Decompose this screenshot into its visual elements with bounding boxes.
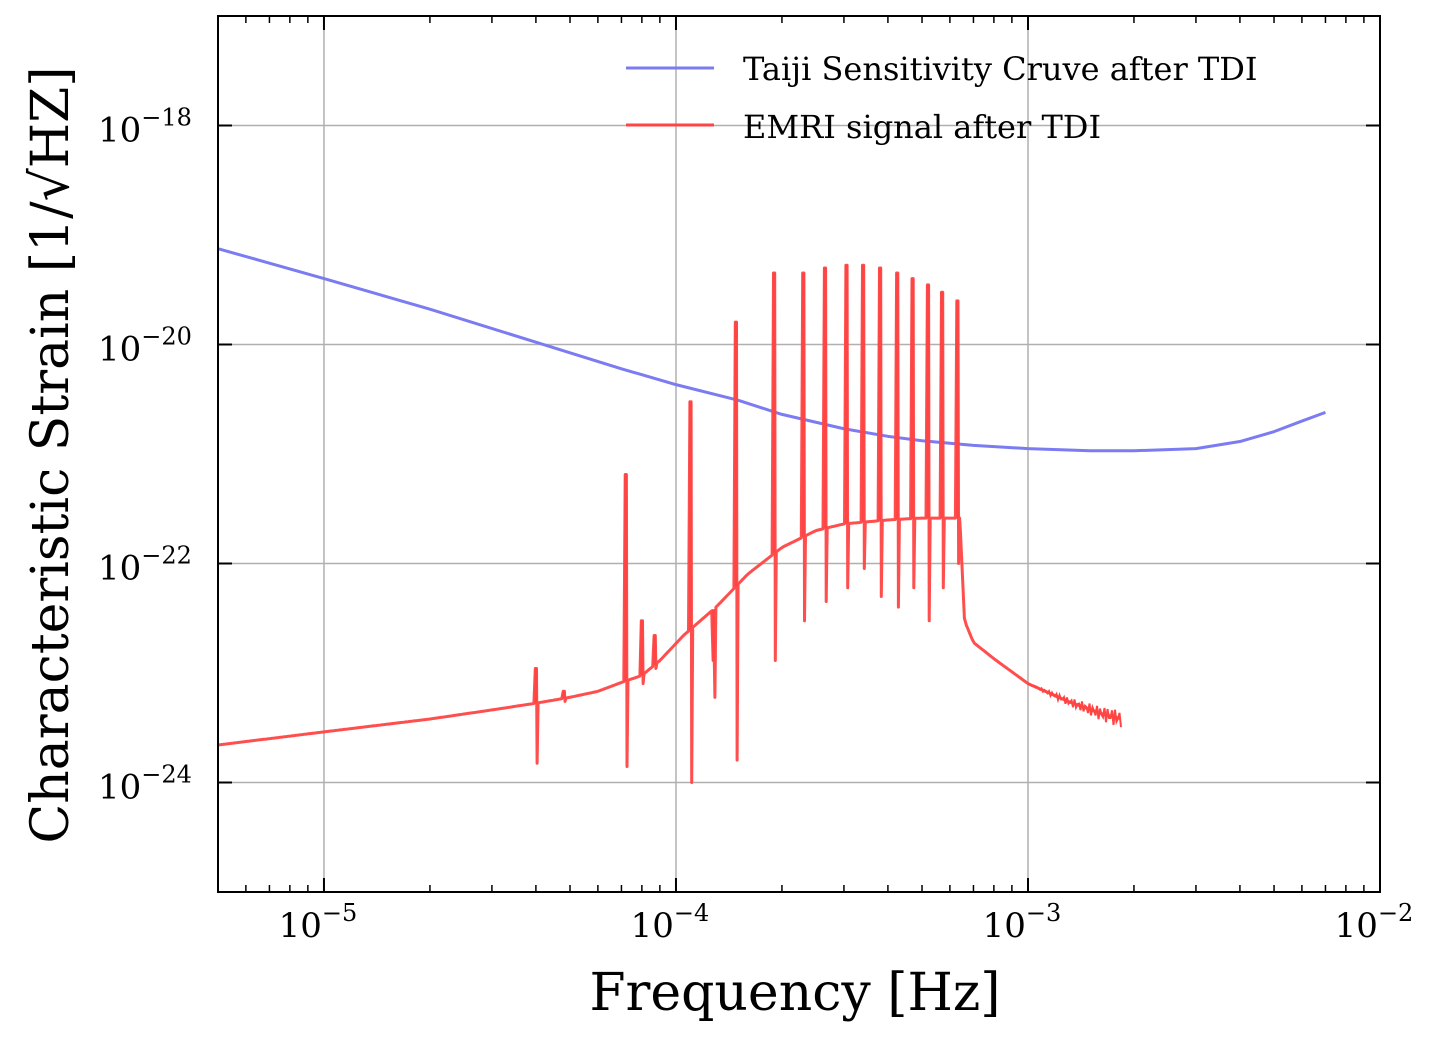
grid-lines xyxy=(218,16,1380,892)
x-tick-label: 10−4 xyxy=(631,899,710,946)
x-tick-label: 10−5 xyxy=(279,899,358,946)
legend-label-emri: EMRI signal after TDI xyxy=(743,108,1101,146)
y-tick-label: 10−18 xyxy=(98,104,192,151)
x-axis-title: Frequency [Hz] xyxy=(589,963,1000,1023)
legend-label-taiji: Taiji Sensitivity Cruve after TDI xyxy=(743,50,1258,88)
axis-ticks xyxy=(218,16,1381,892)
x-tick-label: 10−2 xyxy=(1335,899,1414,946)
series-taiji-line xyxy=(217,247,1326,453)
y-tick-label: 10−24 xyxy=(98,761,192,808)
legend: Taiji Sensitivity Cruve after TDI EMRI s… xyxy=(626,50,1258,146)
y-tick-label: 10−22 xyxy=(98,542,192,589)
series-emri-tail-noise xyxy=(1027,682,1122,728)
y-axis-title: Characteristic Strain [1/√HZ] xyxy=(21,66,81,843)
tick-labels: 10−5 10−4 10−3 10−2 10−18 10−20 10−22 10−24 xyxy=(98,104,1413,947)
y-tick-label: 10−20 xyxy=(98,323,192,370)
plot-frame xyxy=(217,15,1381,893)
series-emri-line xyxy=(217,263,1121,784)
series-layer xyxy=(217,247,1326,784)
x-tick-label: 10−3 xyxy=(983,899,1062,946)
